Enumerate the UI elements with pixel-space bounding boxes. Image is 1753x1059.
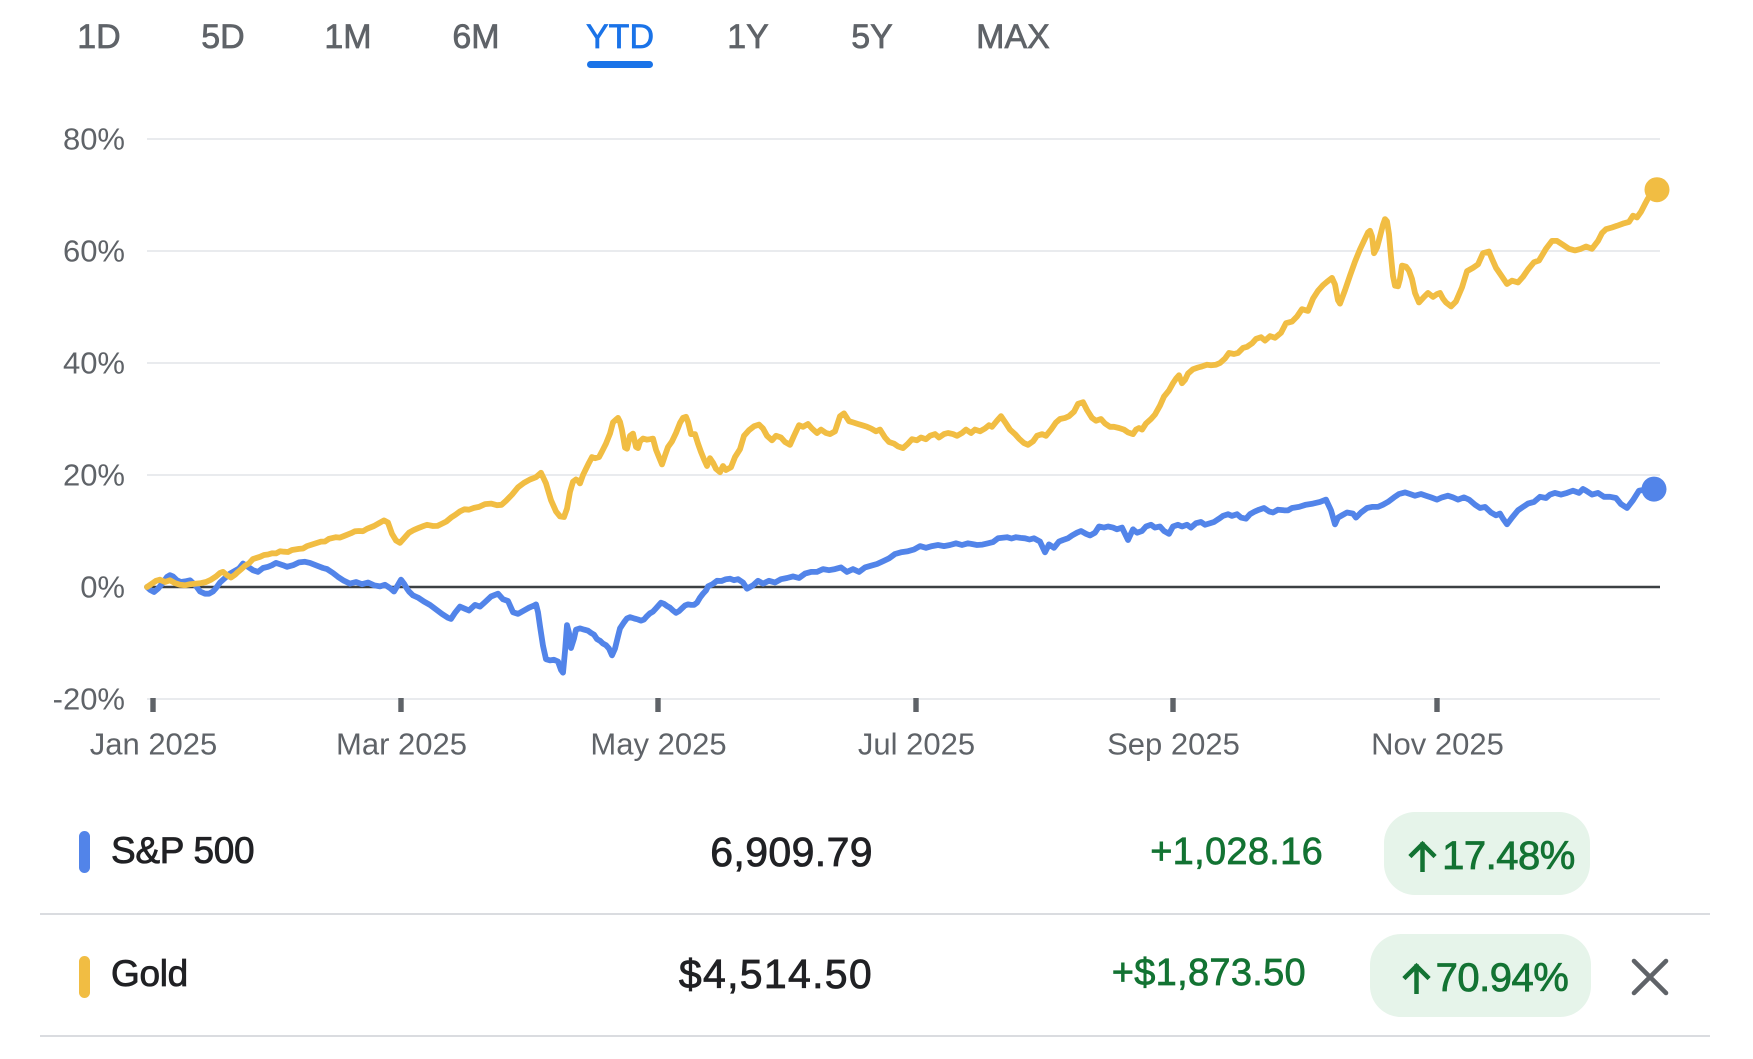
svg-text:Sep 2025: Sep 2025	[1107, 727, 1240, 762]
svg-text:Jan 2025: Jan 2025	[90, 727, 218, 762]
svg-text:May 2025: May 2025	[590, 727, 726, 762]
svg-text:20%: 20%	[63, 458, 125, 493]
svg-text:40%: 40%	[63, 346, 125, 381]
svg-text:Nov 2025: Nov 2025	[1371, 727, 1504, 762]
svg-text:-20%: -20%	[53, 682, 125, 717]
svg-text:Jul 2025: Jul 2025	[858, 727, 975, 762]
svg-text:0%: 0%	[80, 570, 125, 605]
svg-text:80%: 80%	[63, 122, 125, 157]
svg-text:Mar 2025: Mar 2025	[336, 727, 467, 762]
svg-text:60%: 60%	[63, 234, 125, 269]
